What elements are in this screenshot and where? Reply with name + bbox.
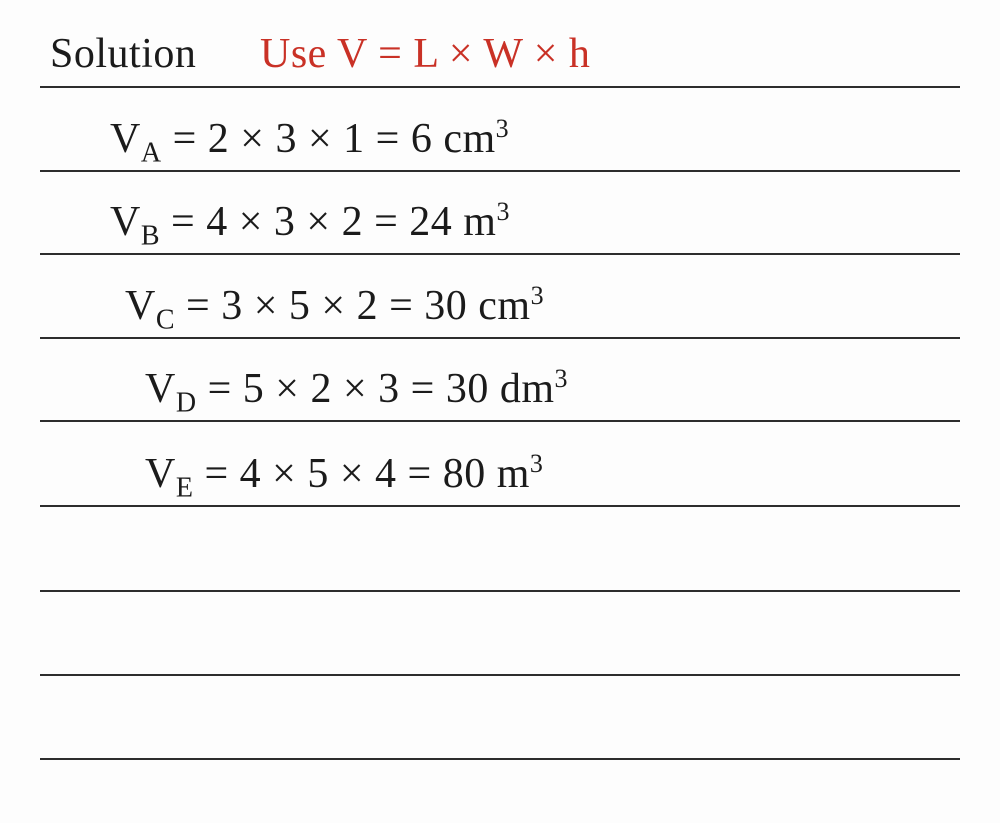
ruled-line [40,170,960,172]
superscript-exponent: 3 [531,281,545,310]
volume-equation-C: VC = 3 × 5 × 2 = 30 cm3 [125,281,544,336]
volume-equation-D: VD = 5 × 2 × 3 = 30 dm3 [145,364,568,419]
variable-letter: V [145,451,176,497]
subscript-label: B [141,220,160,251]
ruled-line [40,253,960,255]
ruled-line [40,505,960,507]
volume-equation-B: VB = 4 × 3 × 2 = 24 m3 [110,197,510,252]
equation-body: = 4 × 3 × 2 = 24 m [160,199,496,245]
ruled-line [40,420,960,422]
volume-equation-A: VA = 2 × 3 × 1 = 6 cm3 [110,114,509,169]
subscript-label: A [141,137,162,168]
variable-letter: V [110,199,141,245]
ruled-line [40,758,960,760]
superscript-exponent: 3 [496,197,510,226]
subscript-label: C [156,304,175,335]
volume-equation-E: VE = 4 × 5 × 4 = 80 m3 [145,449,543,504]
notebook-page: SolutionUse V = L × W × hVA = 2 × 3 × 1 … [0,0,1000,823]
superscript-exponent: 3 [555,364,569,393]
variable-letter: V [110,116,141,162]
variable-letter: V [125,283,156,329]
handwriting-text: Use V = L × W × h [260,30,590,78]
superscript-exponent: 3 [530,449,544,478]
equation-body: = 3 × 5 × 2 = 30 cm [175,283,531,329]
handwriting-text: Solution [50,30,196,78]
ruled-line [40,337,960,339]
subscript-label: D [176,387,197,418]
equation-body: = 5 × 2 × 3 = 30 dm [197,366,555,412]
subscript-label: E [176,472,194,503]
variable-letter: V [145,366,176,412]
ruled-line [40,590,960,592]
ruled-line [40,86,960,88]
superscript-exponent: 3 [496,114,510,143]
equation-body: = 4 × 5 × 4 = 80 m [193,451,529,497]
equation-body: = 2 × 3 × 1 = 6 cm [162,116,496,162]
ruled-line [40,674,960,676]
